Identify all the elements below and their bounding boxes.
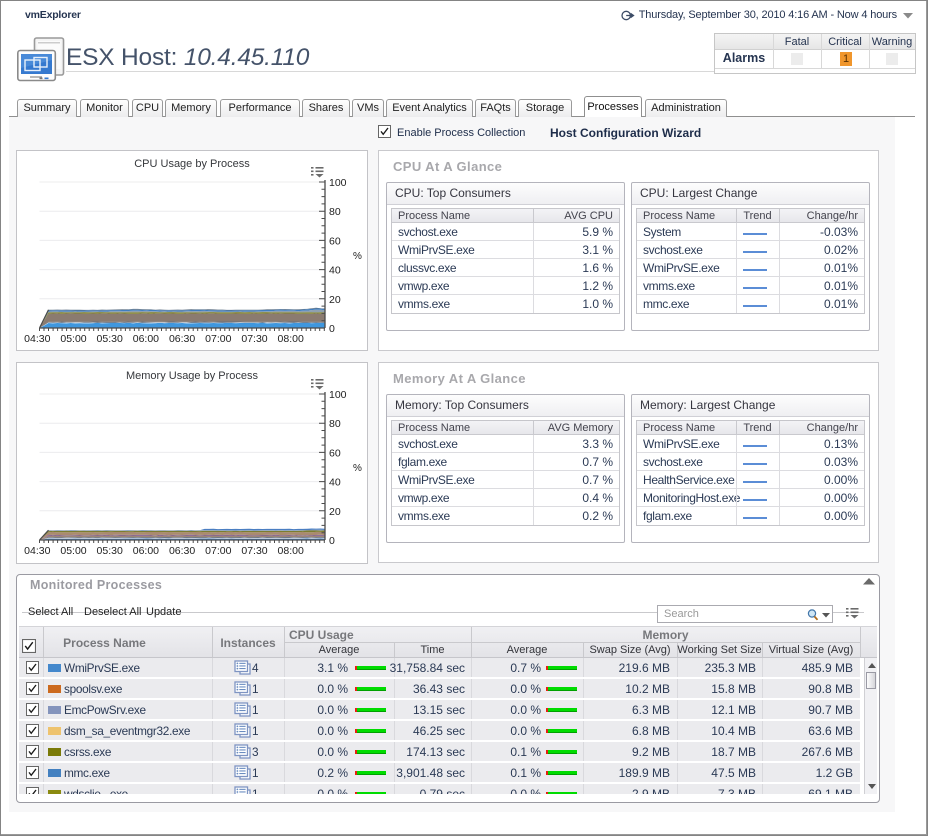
svg-text:100: 100 bbox=[329, 389, 347, 401]
svg-text:08:00: 08:00 bbox=[278, 333, 304, 345]
svg-text:07:00: 07:00 bbox=[205, 545, 231, 557]
svg-text:07:00: 07:00 bbox=[205, 333, 231, 345]
svg-text:05:00: 05:00 bbox=[60, 545, 86, 557]
svg-text:40: 40 bbox=[329, 265, 341, 277]
svg-text:%: % bbox=[353, 463, 362, 474]
svg-text:06:00: 06:00 bbox=[133, 545, 159, 557]
svg-text:05:30: 05:30 bbox=[97, 545, 123, 557]
svg-text:04:30: 04:30 bbox=[24, 545, 50, 557]
svg-text:20: 20 bbox=[329, 506, 341, 518]
svg-text:07:30: 07:30 bbox=[241, 545, 267, 557]
svg-text:60: 60 bbox=[329, 235, 341, 247]
svg-text:05:00: 05:00 bbox=[60, 333, 86, 345]
svg-text:06:00: 06:00 bbox=[133, 333, 159, 345]
svg-text:100: 100 bbox=[329, 177, 347, 189]
svg-text:80: 80 bbox=[329, 418, 341, 430]
svg-text:40: 40 bbox=[329, 477, 341, 489]
svg-text:07:30: 07:30 bbox=[241, 333, 267, 345]
svg-text:60: 60 bbox=[329, 447, 341, 459]
svg-text:%: % bbox=[353, 251, 362, 262]
svg-text:06:30: 06:30 bbox=[169, 545, 195, 557]
svg-text:08:00: 08:00 bbox=[278, 545, 304, 557]
svg-text:20: 20 bbox=[329, 294, 341, 306]
svg-text:05:30: 05:30 bbox=[97, 333, 123, 345]
svg-text:0: 0 bbox=[329, 323, 335, 335]
svg-text:80: 80 bbox=[329, 206, 341, 218]
svg-text:04:30: 04:30 bbox=[24, 333, 50, 345]
svg-text:0: 0 bbox=[329, 535, 335, 547]
svg-text:06:30: 06:30 bbox=[169, 333, 195, 345]
